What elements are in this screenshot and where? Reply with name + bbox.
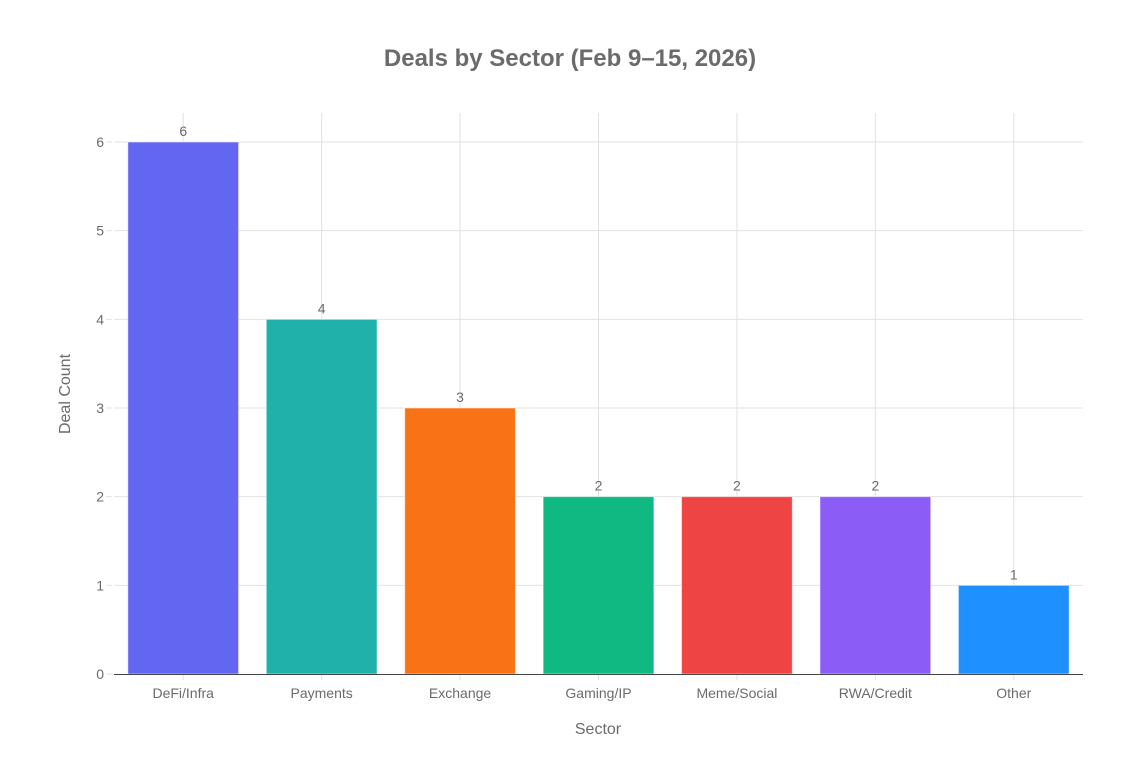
data-label: 6 <box>179 123 187 139</box>
bar-defi-infra <box>127 141 240 675</box>
x-tick-label: Other <box>996 685 1031 701</box>
y-tick-label: 5 <box>96 223 104 239</box>
x-axis-label: Sector <box>575 721 622 738</box>
y-tick-label: 4 <box>96 311 104 327</box>
x-tick-label: Exchange <box>429 685 491 701</box>
bar-rwa-credit <box>819 496 932 675</box>
data-label: 2 <box>871 478 879 494</box>
x-axis-ticks: DeFi/Infra Payments Exchange Gaming/IP Meme/… <box>152 674 1032 701</box>
y-axis-label: Deal Count <box>57 353 74 434</box>
y-tick-label: 1 <box>96 577 104 593</box>
bar-exchange <box>404 407 516 675</box>
bar-gaming-ip <box>542 496 655 675</box>
chart-title: Deals by Sector (Feb 9–15, 2026) <box>384 45 756 72</box>
data-label: 2 <box>595 478 603 494</box>
y-tick-label: 6 <box>96 134 104 150</box>
y-tick-label: 0 <box>96 666 104 682</box>
y-tick-label: 3 <box>96 400 104 416</box>
y-tick-label: 2 <box>96 489 104 505</box>
y-axis-ticks: 0 1 2 3 4 5 6 <box>96 134 112 682</box>
bar-meme-social <box>681 496 793 675</box>
data-label: 2 <box>733 478 741 494</box>
bar-other <box>957 584 1070 675</box>
data-label: 1 <box>1010 566 1018 582</box>
data-label: 3 <box>456 389 464 405</box>
data-label: 4 <box>318 300 326 316</box>
x-tick-label: DeFi/Infra <box>152 685 214 701</box>
bars: 6 4 3 2 2 2 1 <box>127 123 1070 675</box>
x-tick-label: RWA/Credit <box>839 685 912 701</box>
bar-payments <box>265 318 378 675</box>
x-tick-label: Gaming/IP <box>565 685 631 701</box>
x-tick-label: Meme/Social <box>696 685 777 701</box>
x-tick-label: Payments <box>291 685 353 701</box>
